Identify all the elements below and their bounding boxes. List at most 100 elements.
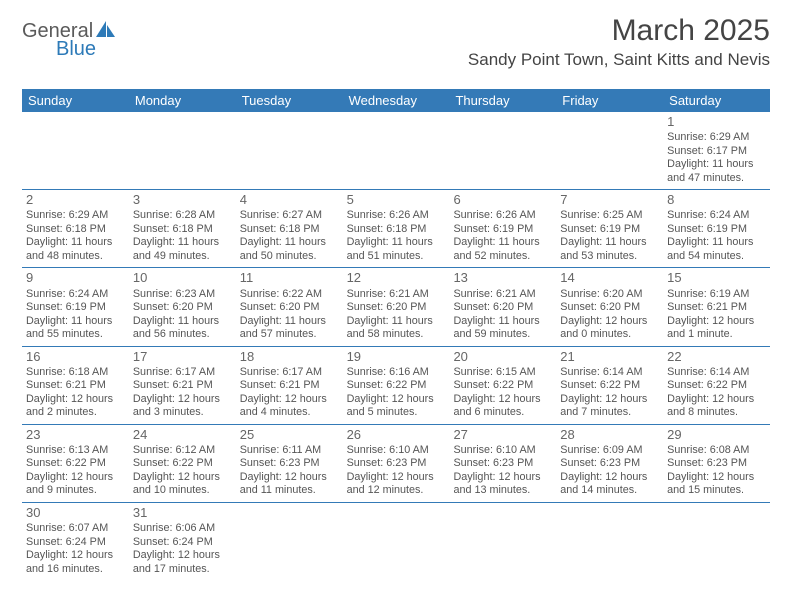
- sunset-text: Sunset: 6:19 PM: [453, 223, 552, 236]
- sunset-text: Sunset: 6:18 PM: [240, 223, 339, 236]
- day-cell: 5Sunrise: 6:26 AMSunset: 6:18 PMDaylight…: [343, 190, 450, 267]
- daylight-text: Daylight: 11 hours and 52 minutes.: [453, 236, 552, 263]
- day-header-mon: Monday: [129, 89, 236, 112]
- sunrise-text: Sunrise: 6:14 AM: [560, 366, 659, 379]
- daylight-text: Daylight: 12 hours and 3 minutes.: [133, 393, 232, 420]
- sunrise-text: Sunrise: 6:09 AM: [560, 444, 659, 457]
- day-cell: 21Sunrise: 6:14 AMSunset: 6:22 PMDayligh…: [556, 347, 663, 424]
- sunset-text: Sunset: 6:17 PM: [667, 145, 766, 158]
- calendar: Sunday Monday Tuesday Wednesday Thursday…: [22, 89, 770, 580]
- sunrise-text: Sunrise: 6:11 AM: [240, 444, 339, 457]
- day-number: 6: [453, 192, 552, 208]
- day-cell: 11Sunrise: 6:22 AMSunset: 6:20 PMDayligh…: [236, 268, 343, 345]
- day-headers-row: Sunday Monday Tuesday Wednesday Thursday…: [22, 89, 770, 112]
- day-cell-empty: [236, 112, 343, 189]
- day-number: 5: [347, 192, 446, 208]
- sunrise-text: Sunrise: 6:12 AM: [133, 444, 232, 457]
- day-number: 8: [667, 192, 766, 208]
- daylight-text: Daylight: 11 hours and 56 minutes.: [133, 315, 232, 342]
- day-number: 1: [667, 114, 766, 130]
- sail-icon: [95, 20, 117, 43]
- day-number: 12: [347, 270, 446, 286]
- sunrise-text: Sunrise: 6:15 AM: [453, 366, 552, 379]
- week-row: 1Sunrise: 6:29 AMSunset: 6:17 PMDaylight…: [22, 112, 770, 190]
- day-number: 30: [26, 505, 125, 521]
- sunset-text: Sunset: 6:24 PM: [26, 536, 125, 549]
- day-number: 7: [560, 192, 659, 208]
- daylight-text: Daylight: 12 hours and 13 minutes.: [453, 471, 552, 498]
- day-number: 10: [133, 270, 232, 286]
- logo-blue-wrap: Blue: [56, 38, 96, 61]
- day-number: 22: [667, 349, 766, 365]
- sunrise-text: Sunrise: 6:29 AM: [667, 131, 766, 144]
- day-number: 2: [26, 192, 125, 208]
- sunrise-text: Sunrise: 6:23 AM: [133, 288, 232, 301]
- sunset-text: Sunset: 6:23 PM: [347, 457, 446, 470]
- sunrise-text: Sunrise: 6:08 AM: [667, 444, 766, 457]
- sunset-text: Sunset: 6:22 PM: [133, 457, 232, 470]
- daylight-text: Daylight: 11 hours and 55 minutes.: [26, 315, 125, 342]
- day-cell-empty: [449, 112, 556, 189]
- daylight-text: Daylight: 12 hours and 4 minutes.: [240, 393, 339, 420]
- day-header-fri: Friday: [556, 89, 663, 112]
- day-cell: 8Sunrise: 6:24 AMSunset: 6:19 PMDaylight…: [663, 190, 770, 267]
- day-cell: 6Sunrise: 6:26 AMSunset: 6:19 PMDaylight…: [449, 190, 556, 267]
- weeks-container: 1Sunrise: 6:29 AMSunset: 6:17 PMDaylight…: [22, 112, 770, 580]
- sunset-text: Sunset: 6:19 PM: [26, 301, 125, 314]
- week-row: 16Sunrise: 6:18 AMSunset: 6:21 PMDayligh…: [22, 347, 770, 425]
- sunrise-text: Sunrise: 6:06 AM: [133, 522, 232, 535]
- sunset-text: Sunset: 6:22 PM: [560, 379, 659, 392]
- daylight-text: Daylight: 12 hours and 17 minutes.: [133, 549, 232, 576]
- sunset-text: Sunset: 6:20 PM: [133, 301, 232, 314]
- sunrise-text: Sunrise: 6:22 AM: [240, 288, 339, 301]
- title-block: March 2025 Sandy Point Town, Saint Kitts…: [468, 14, 770, 70]
- day-number: 27: [453, 427, 552, 443]
- sunrise-text: Sunrise: 6:25 AM: [560, 209, 659, 222]
- day-number: 14: [560, 270, 659, 286]
- daylight-text: Daylight: 12 hours and 9 minutes.: [26, 471, 125, 498]
- day-number: 9: [26, 270, 125, 286]
- sunrise-text: Sunrise: 6:27 AM: [240, 209, 339, 222]
- week-row: 23Sunrise: 6:13 AMSunset: 6:22 PMDayligh…: [22, 425, 770, 503]
- sunset-text: Sunset: 6:22 PM: [26, 457, 125, 470]
- day-cell-empty: [556, 112, 663, 189]
- day-cell: 7Sunrise: 6:25 AMSunset: 6:19 PMDaylight…: [556, 190, 663, 267]
- day-cell: 2Sunrise: 6:29 AMSunset: 6:18 PMDaylight…: [22, 190, 129, 267]
- day-number: 25: [240, 427, 339, 443]
- daylight-text: Daylight: 11 hours and 51 minutes.: [347, 236, 446, 263]
- sunset-text: Sunset: 6:20 PM: [347, 301, 446, 314]
- day-cell-empty: [22, 112, 129, 189]
- day-number: 3: [133, 192, 232, 208]
- daylight-text: Daylight: 11 hours and 57 minutes.: [240, 315, 339, 342]
- sunrise-text: Sunrise: 6:21 AM: [453, 288, 552, 301]
- sunrise-text: Sunrise: 6:24 AM: [26, 288, 125, 301]
- day-cell: 27Sunrise: 6:10 AMSunset: 6:23 PMDayligh…: [449, 425, 556, 502]
- day-number: 16: [26, 349, 125, 365]
- day-cell: 3Sunrise: 6:28 AMSunset: 6:18 PMDaylight…: [129, 190, 236, 267]
- sunrise-text: Sunrise: 6:29 AM: [26, 209, 125, 222]
- day-header-sun: Sunday: [22, 89, 129, 112]
- daylight-text: Daylight: 12 hours and 8 minutes.: [667, 393, 766, 420]
- daylight-text: Daylight: 11 hours and 54 minutes.: [667, 236, 766, 263]
- sunset-text: Sunset: 6:20 PM: [453, 301, 552, 314]
- sunset-text: Sunset: 6:18 PM: [133, 223, 232, 236]
- sunset-text: Sunset: 6:23 PM: [560, 457, 659, 470]
- day-header-sat: Saturday: [663, 89, 770, 112]
- day-header-thu: Thursday: [449, 89, 556, 112]
- sunrise-text: Sunrise: 6:28 AM: [133, 209, 232, 222]
- day-cell: 1Sunrise: 6:29 AMSunset: 6:17 PMDaylight…: [663, 112, 770, 189]
- sunset-text: Sunset: 6:20 PM: [560, 301, 659, 314]
- day-number: 11: [240, 270, 339, 286]
- day-cell: 25Sunrise: 6:11 AMSunset: 6:23 PMDayligh…: [236, 425, 343, 502]
- day-cell: 17Sunrise: 6:17 AMSunset: 6:21 PMDayligh…: [129, 347, 236, 424]
- day-cell: 29Sunrise: 6:08 AMSunset: 6:23 PMDayligh…: [663, 425, 770, 502]
- daylight-text: Daylight: 12 hours and 11 minutes.: [240, 471, 339, 498]
- day-number: 13: [453, 270, 552, 286]
- day-number: 21: [560, 349, 659, 365]
- day-cell-empty: [343, 503, 450, 580]
- daylight-text: Daylight: 11 hours and 49 minutes.: [133, 236, 232, 263]
- day-number: 26: [347, 427, 446, 443]
- day-number: 18: [240, 349, 339, 365]
- sunrise-text: Sunrise: 6:26 AM: [453, 209, 552, 222]
- sunrise-text: Sunrise: 6:13 AM: [26, 444, 125, 457]
